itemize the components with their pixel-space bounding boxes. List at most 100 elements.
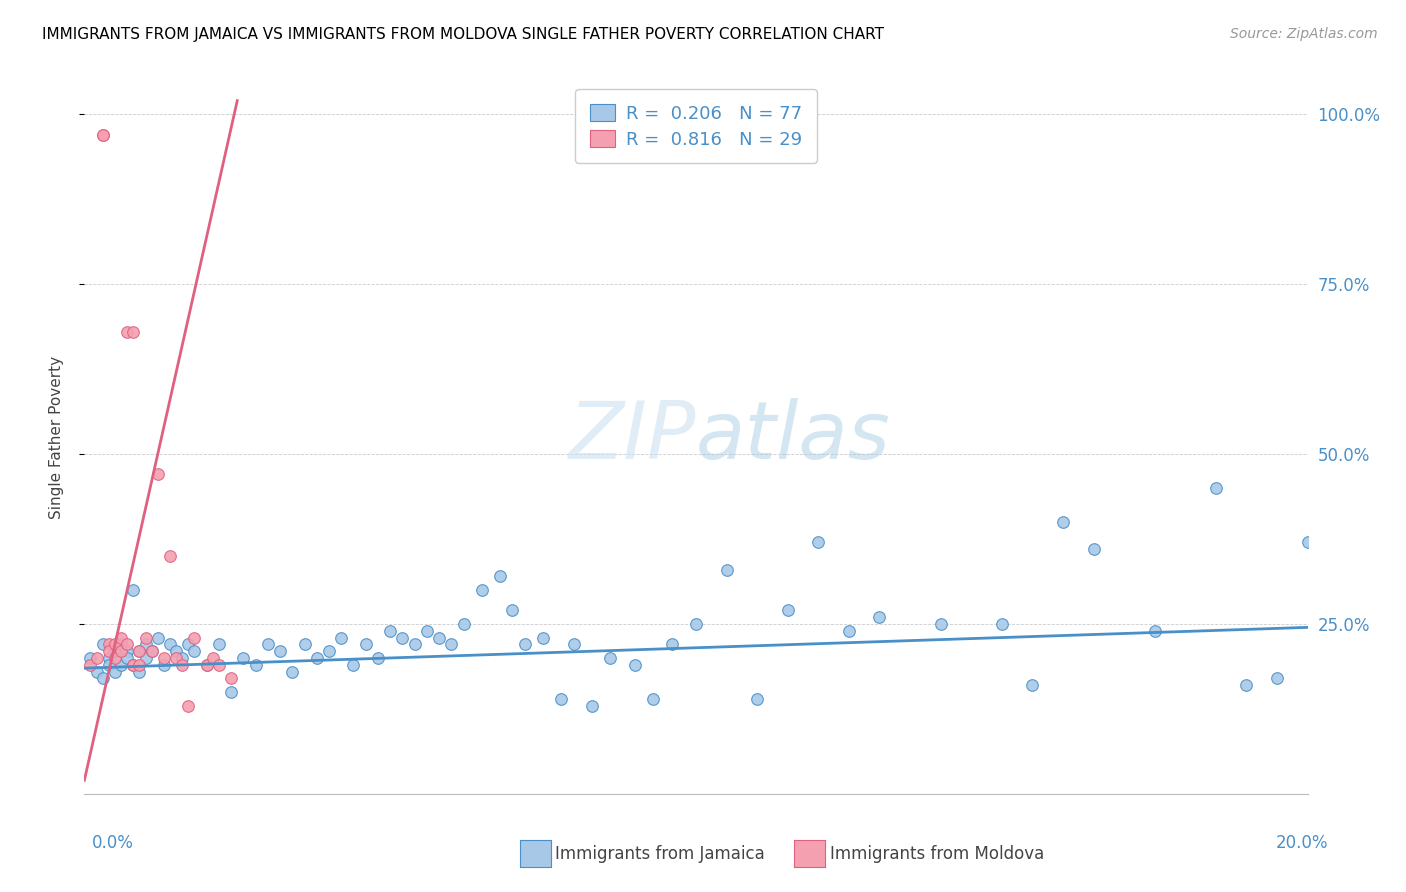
Point [128,644,150,658]
Point [489,569,512,583]
Point [110,631,132,645]
Point [91,128,114,142]
Point [342,657,364,672]
Text: Immigrants from Jamaica: Immigrants from Jamaica [555,845,765,863]
Point [104,637,127,651]
Point [776,603,799,617]
Text: Source: ZipAtlas.com: Source: ZipAtlas.com [1230,27,1378,41]
Text: IMMIGRANTS FROM JAMAICA VS IMMIGRANTS FROM MOLDOVA SINGLE FATHER POVERTY CORRELA: IMMIGRANTS FROM JAMAICA VS IMMIGRANTS FR… [42,27,884,42]
Point [104,651,127,665]
Point [245,657,267,672]
Point [269,644,291,658]
Point [159,549,181,563]
Point [416,624,439,638]
Point [305,651,328,665]
Point [79,657,101,672]
Point [141,644,163,658]
Point [1236,678,1258,692]
Point [141,644,163,658]
Point [330,631,353,645]
Point [122,657,145,672]
Point [685,617,707,632]
Point [294,637,316,651]
Point [643,691,665,706]
Point [513,637,536,651]
Point [232,651,254,665]
Point [838,624,860,638]
Point [201,651,224,665]
Point [1052,515,1074,529]
Point [367,651,389,665]
Point [128,665,150,679]
Point [165,644,187,658]
Point [1083,542,1105,557]
Point [97,637,120,651]
Point [661,637,683,651]
Point [115,644,138,658]
Point [562,637,585,651]
Point [550,691,572,706]
Point [581,698,603,713]
Text: Immigrants from Moldova: Immigrants from Moldova [830,845,1043,863]
Point [807,535,830,549]
Y-axis label: Single Father Poverty: Single Father Poverty [49,356,63,518]
Point [624,657,647,672]
Point [471,582,494,597]
Point [79,651,101,665]
Point [115,325,138,339]
Point [104,644,127,658]
Point [172,657,194,672]
Point [1265,671,1288,685]
Point [318,644,340,658]
Point [208,637,231,651]
Point [91,128,114,142]
Point [1021,678,1043,692]
Point [86,665,108,679]
Point [380,624,402,638]
Point [1296,535,1319,549]
Point [177,698,200,713]
Point [97,644,120,658]
Point [208,657,231,672]
Point [219,671,242,685]
Point [869,610,891,624]
Point [146,631,169,645]
Point [135,631,157,645]
Point [716,563,738,577]
Point [172,651,194,665]
Point [128,644,150,658]
Point [122,582,145,597]
Point [122,657,145,672]
Point [122,325,145,339]
Text: ZIP: ZIP [568,398,696,476]
Point [97,657,120,672]
Point [135,651,157,665]
Point [453,617,475,632]
Point [440,637,463,651]
Point [128,657,150,672]
Point [183,631,205,645]
Point [110,637,132,651]
Point [115,637,138,651]
Point [153,651,176,665]
Point [929,617,952,632]
Point [219,685,242,699]
Point [404,637,426,651]
Point [153,657,176,672]
Point [110,644,132,658]
Point [165,651,187,665]
Text: 0.0%: 0.0% [91,834,134,852]
Point [146,467,169,482]
Point [531,631,554,645]
Point [195,657,218,672]
Point [183,644,205,658]
Point [97,651,120,665]
Point [391,631,413,645]
Point [86,651,108,665]
Point [354,637,377,651]
Point [195,657,218,672]
Point [1143,624,1166,638]
Point [1205,481,1227,495]
Point [135,637,157,651]
Point [502,603,524,617]
